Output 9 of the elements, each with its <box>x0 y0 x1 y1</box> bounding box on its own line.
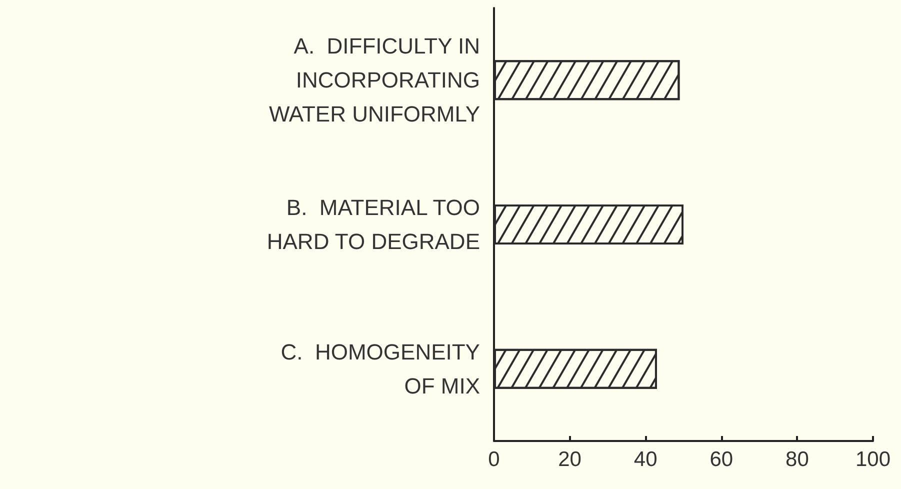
x-tick-label: 100 <box>855 448 891 471</box>
x-tick-label: 40 <box>634 448 658 471</box>
y-tick-label: B. MATERIAL TOO HARD TO DEGRADE <box>266 195 480 254</box>
y-tick-label: C. HOMOGENEITY OF MIX <box>280 339 480 398</box>
x-tick-label: 80 <box>786 448 809 471</box>
x-tick-label: 0 <box>488 448 500 471</box>
y-tick-label: A. DIFFICULTY IN INCORPORATING WATER UNIFORMLY <box>268 34 480 127</box>
x-tick-label: 20 <box>558 448 582 471</box>
x-tick-label: 60 <box>710 448 734 471</box>
